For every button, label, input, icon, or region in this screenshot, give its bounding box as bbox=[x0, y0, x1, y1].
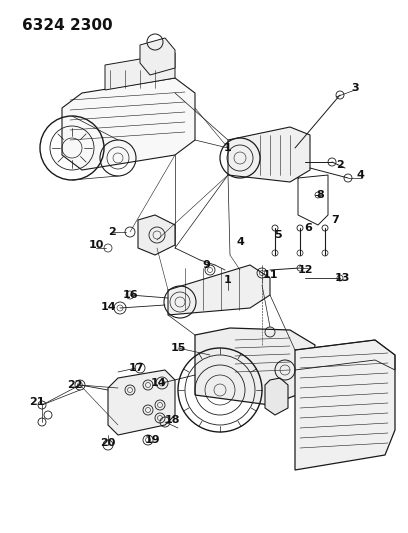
Text: 19: 19 bbox=[144, 435, 160, 445]
Text: 6: 6 bbox=[304, 223, 312, 233]
Polygon shape bbox=[168, 265, 270, 315]
Polygon shape bbox=[295, 340, 395, 470]
Text: 2: 2 bbox=[108, 227, 116, 237]
Text: 12: 12 bbox=[297, 265, 313, 275]
Polygon shape bbox=[62, 78, 195, 170]
Polygon shape bbox=[265, 378, 288, 415]
Text: 18: 18 bbox=[164, 415, 180, 425]
Text: 11: 11 bbox=[262, 270, 278, 280]
Text: 5: 5 bbox=[274, 230, 282, 240]
Text: 6324 2300: 6324 2300 bbox=[22, 18, 113, 33]
Text: 4: 4 bbox=[356, 170, 364, 180]
Text: 22: 22 bbox=[67, 380, 83, 390]
Polygon shape bbox=[228, 127, 310, 182]
Polygon shape bbox=[195, 328, 315, 405]
Text: 3: 3 bbox=[351, 83, 359, 93]
Text: 1: 1 bbox=[224, 143, 232, 153]
Text: 10: 10 bbox=[88, 240, 104, 250]
Text: 14: 14 bbox=[150, 378, 166, 388]
Text: 20: 20 bbox=[100, 438, 116, 448]
Text: 1: 1 bbox=[224, 275, 232, 285]
Polygon shape bbox=[140, 38, 175, 75]
Text: 4: 4 bbox=[236, 237, 244, 247]
Text: 2: 2 bbox=[336, 160, 344, 170]
Text: 13: 13 bbox=[334, 273, 350, 283]
Text: 17: 17 bbox=[128, 363, 144, 373]
Text: 21: 21 bbox=[29, 397, 45, 407]
Text: 9: 9 bbox=[202, 260, 210, 270]
Text: 15: 15 bbox=[170, 343, 186, 353]
Polygon shape bbox=[138, 215, 175, 255]
Polygon shape bbox=[108, 370, 175, 435]
Text: 8: 8 bbox=[316, 190, 324, 200]
Text: 14: 14 bbox=[100, 302, 116, 312]
Text: 16: 16 bbox=[122, 290, 138, 300]
Polygon shape bbox=[105, 53, 175, 90]
Text: 7: 7 bbox=[331, 215, 339, 225]
